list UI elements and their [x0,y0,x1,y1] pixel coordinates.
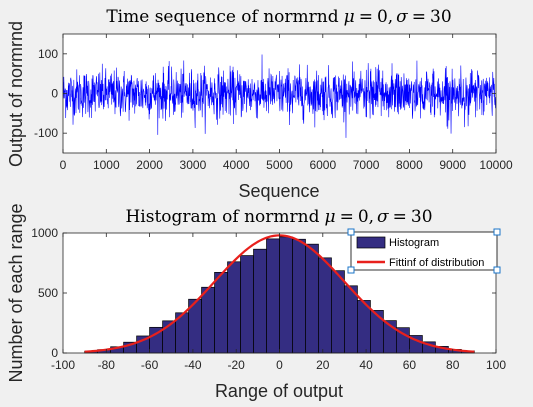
y-tick-label: 0 [51,87,58,101]
y-tick-label: -100 [34,126,58,140]
x-tick-label: 0 [60,158,67,172]
histogram-bar [266,238,280,354]
x-tick-label: -20 [228,358,246,372]
time-series-signal [63,54,496,138]
x-tick-label: -80 [98,358,116,372]
histogram-bar [253,248,267,354]
x-tick-label: 60 [403,358,417,372]
histogram-bar [240,255,254,354]
x-tick-label: 2000 [136,158,163,172]
hist-xlabel: Range of output [215,381,343,401]
time-xlabel: Sequence [238,181,319,201]
histogram-bar [201,286,215,354]
legend-handle-tr[interactable] [493,228,501,236]
x-tick-label: 8000 [396,158,423,172]
histogram-bar [370,310,384,354]
x-tick-label: 3000 [180,158,207,172]
histogram-bar [331,270,345,354]
y-tick-label: 100 [38,47,58,61]
x-tick-label: 5000 [266,158,293,172]
time-axes: 0 1000 2000 3000 4000 5000 6000 7000 8000 9000 100… [34,33,513,172]
y-tick-label: 1000 [31,226,58,240]
time-chart-title: Time sequence of normrnd μ = 0, σ = 30 [106,7,451,27]
legend-swatch-histogram [356,236,386,249]
x-tick-label: -60 [141,358,159,372]
time-ylabel: Output of normrnd [6,21,26,167]
legend-label-fit: Fittinf of distribution [389,257,484,269]
x-tick-label: 40 [359,358,373,372]
hist-ylabel: Number of each range [6,203,26,382]
signal-line [63,54,496,138]
x-tick-label: -40 [184,358,202,372]
x-tick-label: 20 [316,358,330,372]
hist-chart-title: Histogram of normrnd μ = 0, σ = 30 [125,207,432,227]
histogram-bar [305,243,319,354]
x-tick-label: 7000 [353,158,380,172]
x-tick-label: 1000 [93,158,120,172]
legend-label-histogram: Histogram [389,237,439,249]
histogram-bar [318,257,332,354]
histogram-bar [227,261,241,354]
histogram-chart: Histogram of normrnd μ = 0, σ = 30 -100 -80 -60 -… [6,203,506,401]
legend-handle-tl[interactable] [347,228,355,236]
x-tick-label: 80 [446,358,460,372]
histogram-bars [84,236,475,354]
x-tick-label: 100 [486,358,506,372]
x-tick-label: -100 [51,358,75,372]
legend-handle-br[interactable] [493,266,501,274]
x-tick-label: 10000 [479,158,513,172]
x-tick-label: 0 [276,358,283,372]
histogram-bar [344,285,358,354]
histogram-bar [214,272,228,354]
x-tick-label: 4000 [223,158,250,172]
histogram-bar [279,236,293,354]
y-tick-label: 0 [51,346,58,360]
time-sequence-chart: Time sequence of normrnd μ = 0, σ = 30 0 1000 20… [6,7,513,201]
legend-handle-bl[interactable] [347,266,355,274]
legend[interactable]: Histogram Fittinf of distribution [347,228,501,274]
x-tick-label: 6000 [309,158,336,172]
y-tick-label: 500 [38,286,58,300]
histogram-bar [292,238,306,354]
x-tick-label: 9000 [439,158,466,172]
